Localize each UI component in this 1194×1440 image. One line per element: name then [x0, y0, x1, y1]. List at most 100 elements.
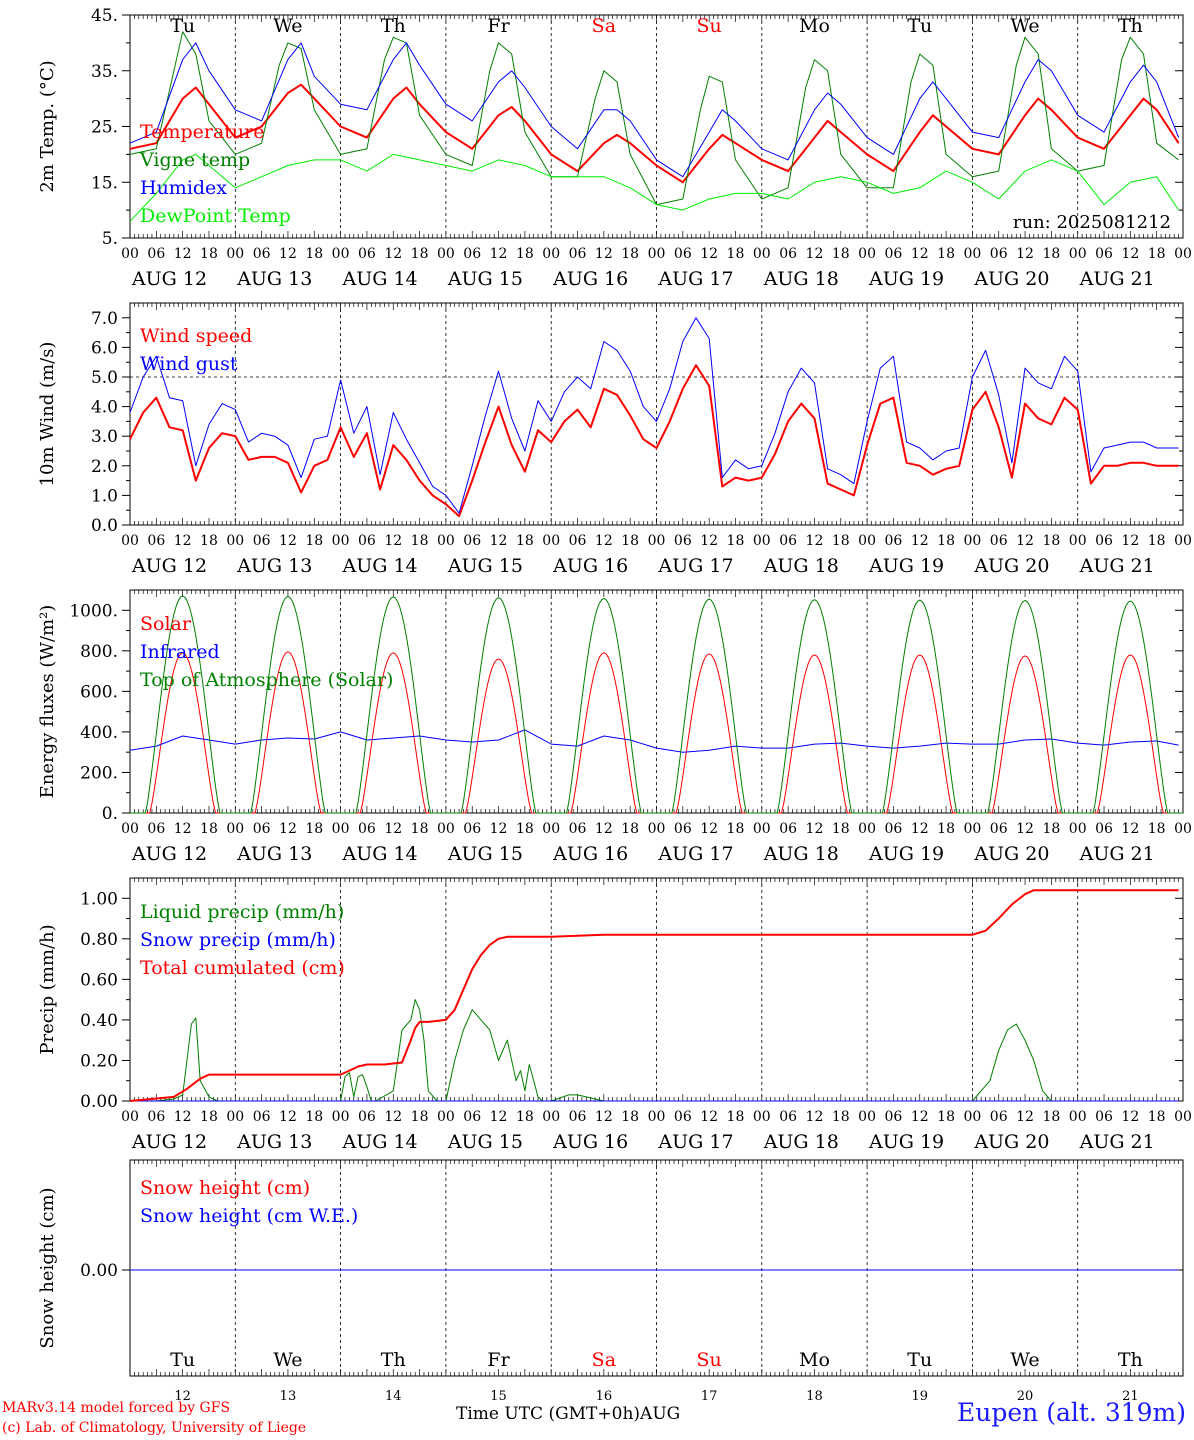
hour-tick-label: 18 [305, 821, 323, 837]
date-label: AUG 20 [973, 555, 1049, 577]
hour-tick-label: 12 [806, 533, 824, 549]
hour-tick-label: 00 [858, 533, 876, 549]
date-label: AUG 18 [763, 268, 839, 290]
hour-tick-label: 00 [542, 246, 560, 262]
hour-tick-label: 00 [1174, 821, 1192, 837]
hour-tick-label: 12 [700, 246, 718, 262]
series-line [129, 83, 1180, 184]
hour-tick-label: 00 [1174, 1109, 1192, 1125]
hour-tick-label: 06 [779, 246, 797, 262]
hour-tick-label: 12 [490, 821, 508, 837]
hour-tick-label: 00 [437, 821, 455, 837]
hour-tick-label: 00 [226, 246, 244, 262]
series-line [129, 364, 1179, 518]
series-line [129, 317, 1179, 514]
legend-entry: Snow height (cm W.E.) [140, 1205, 358, 1227]
hour-tick-label: 00 [121, 533, 139, 549]
hour-tick-label: 12 [1016, 1109, 1034, 1125]
hour-tick-label: 12 [174, 533, 192, 549]
hour-tick-label: 12 [279, 1109, 297, 1125]
hour-tick-label: 12 [700, 1109, 718, 1125]
hour-tick-label: 06 [569, 1109, 587, 1125]
hour-tick-label: 00 [963, 821, 981, 837]
date-label: AUG 21 [1079, 268, 1155, 290]
hour-tick-label: 18 [200, 821, 218, 837]
hour-tick-label: 00 [332, 246, 350, 262]
hour-tick-label: 12 [595, 821, 613, 837]
hour-tick-label: 06 [253, 1109, 271, 1125]
hour-tick-label: 00 [542, 1109, 560, 1125]
hour-tick-label: 18 [937, 1109, 955, 1125]
date-label: AUG 20 [973, 843, 1049, 865]
date-label: AUG 16 [552, 268, 628, 290]
day-number-label: 17 [701, 1389, 718, 1404]
legend-entry: Top of Atmosphere (Solar) [140, 669, 393, 691]
hour-tick-label: 18 [1148, 246, 1166, 262]
hour-tick-label: 18 [937, 533, 955, 549]
hour-tick-label: 06 [358, 533, 376, 549]
hour-tick-label: 12 [279, 246, 297, 262]
hour-tick-label: 12 [1121, 533, 1139, 549]
hour-tick-label: 18 [1148, 533, 1166, 549]
legend-entry: Temperature [140, 121, 264, 143]
day-number-label: 15 [490, 1389, 507, 1404]
hour-tick-label: 06 [990, 821, 1008, 837]
hour-tick-label: 12 [490, 533, 508, 549]
hour-tick-label: 00 [648, 533, 666, 549]
hour-tick-label: 18 [305, 533, 323, 549]
day-number-label: 19 [911, 1389, 928, 1404]
hour-tick-label: 00 [963, 1109, 981, 1125]
hour-tick-label: 18 [200, 246, 218, 262]
hour-tick-label: 06 [779, 821, 797, 837]
day-number-label: 13 [280, 1389, 297, 1404]
hour-tick-label: 18 [727, 821, 745, 837]
hour-tick-label: 18 [411, 533, 429, 549]
hour-tick-label: 00 [542, 821, 560, 837]
legend-entry: Snow height (cm) [140, 1177, 310, 1199]
series-line [130, 999, 1179, 1102]
hour-tick-label: 12 [1016, 821, 1034, 837]
model-credit: MARv3.14 model forced by GFS [2, 1400, 231, 1416]
hour-tick-label: 06 [147, 533, 165, 549]
legend-entry: Liquid precip (mm/h) [140, 901, 344, 923]
date-label: AUG 12 [131, 268, 207, 290]
day-number-label: 18 [806, 1389, 823, 1404]
hour-tick-label: 06 [253, 821, 271, 837]
weekday-label: Tu [170, 1349, 195, 1371]
date-label: AUG 21 [1079, 843, 1155, 865]
hour-tick-label: 18 [937, 246, 955, 262]
date-label: AUG 15 [447, 843, 523, 865]
weekday-label: Su [697, 1349, 722, 1371]
legend-entry: Infrared [140, 641, 220, 663]
hour-tick-label: 12 [911, 246, 929, 262]
hour-tick-label: 12 [490, 1109, 508, 1125]
day-number-label: 20 [1017, 1389, 1034, 1404]
hour-tick-label: 06 [1095, 533, 1113, 549]
hour-tick-label: 06 [779, 1109, 797, 1125]
y-tick-label: 600. [80, 682, 118, 702]
y-tick-label: 0.00 [80, 1092, 118, 1112]
series-line [129, 153, 1180, 222]
hour-tick-label: 18 [832, 821, 850, 837]
hour-tick-label: 18 [1148, 1109, 1166, 1125]
hour-tick-label: 00 [226, 533, 244, 549]
hour-tick-label: 00 [963, 246, 981, 262]
series-line [129, 729, 1179, 753]
hour-tick-label: 12 [384, 533, 402, 549]
y-tick-label: 400. [80, 723, 118, 743]
date-label: AUG 21 [1079, 1131, 1155, 1153]
hour-tick-label: 12 [911, 533, 929, 549]
legend-entry: DewPoint Temp [140, 205, 291, 227]
weekday-label: Tu [170, 15, 195, 37]
hour-tick-label: 12 [384, 821, 402, 837]
panel-5: 0.00 Snow height (cm) Snow height (cm) Snow… [37, 1159, 1184, 1404]
hour-tick-label: 12 [595, 246, 613, 262]
hour-tick-label: 12 [174, 246, 192, 262]
hour-tick-label: 06 [147, 821, 165, 837]
hour-tick-label: 18 [516, 246, 534, 262]
date-label: AUG 18 [763, 843, 839, 865]
weekday-label: Th [1118, 15, 1143, 37]
hour-tick-label: 06 [253, 246, 271, 262]
hour-tick-label: 18 [832, 246, 850, 262]
